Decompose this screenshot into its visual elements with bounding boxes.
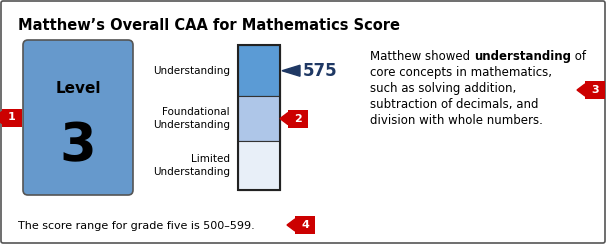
Polygon shape	[282, 65, 300, 76]
Text: Level: Level	[55, 81, 101, 96]
Text: Foundational
Understanding: Foundational Understanding	[153, 107, 230, 130]
Text: of: of	[571, 50, 586, 63]
Text: 2: 2	[294, 114, 302, 124]
Bar	[238, 96, 280, 141]
Text: 3: 3	[59, 121, 97, 173]
Bar	[2, 109, 22, 126]
Text: 4: 4	[301, 220, 309, 230]
Text: division with whole numbers.: division with whole numbers.	[370, 114, 543, 127]
Polygon shape	[577, 84, 585, 96]
Bar	[295, 216, 315, 234]
Bar	[585, 81, 605, 99]
Polygon shape	[280, 112, 288, 125]
Text: 1: 1	[8, 112, 16, 122]
Text: core concepts in mathematics,: core concepts in mathematics,	[370, 66, 552, 79]
Polygon shape	[0, 112, 2, 123]
Bar	[238, 45, 280, 190]
Text: subtraction of decimals, and: subtraction of decimals, and	[370, 98, 538, 111]
Text: Matthew’s Overall CAA for Mathematics Score: Matthew’s Overall CAA for Mathematics Sc…	[18, 18, 400, 33]
Text: such as solving addition,: such as solving addition,	[370, 82, 516, 95]
FancyBboxPatch shape	[23, 40, 133, 195]
Bar	[288, 110, 308, 128]
Polygon shape	[287, 219, 295, 231]
Text: Limited
Understanding: Limited Understanding	[153, 154, 230, 177]
Text: 3: 3	[591, 85, 599, 95]
Text: understanding: understanding	[474, 50, 571, 63]
Bar	[238, 141, 280, 190]
Text: 575: 575	[303, 62, 337, 80]
Text: The score range for grade five is 500–599.: The score range for grade five is 500–59…	[18, 221, 255, 231]
Text: Understanding: Understanding	[153, 66, 230, 76]
Text: Matthew showed: Matthew showed	[370, 50, 474, 63]
Bar	[238, 45, 280, 96]
